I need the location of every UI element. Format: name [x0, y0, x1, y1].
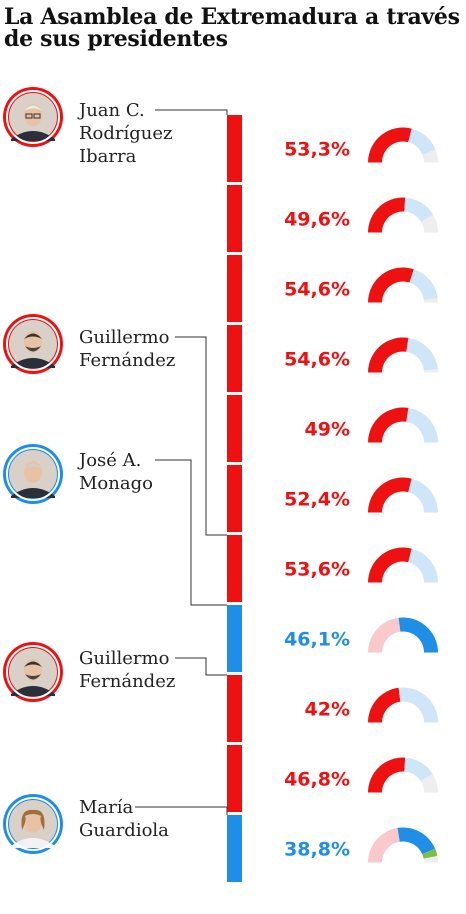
vote-percentage-label: 42% [305, 699, 350, 721]
president-name: Juan C. Rodríguez Ibarra [77, 100, 173, 167]
seats-gauge [368, 827, 438, 863]
term-bar [227, 535, 242, 602]
vote-percentage-label: 53,6% [284, 559, 350, 581]
gauge-psoe-segment [368, 827, 400, 863]
seats-gauge [368, 757, 438, 793]
gauge-psoe-segment [368, 687, 401, 723]
gauge-pp-segment [408, 478, 438, 513]
seats-gauge [368, 617, 438, 653]
gauge-psoe-segment [368, 267, 414, 303]
gauge-pp-segment [398, 617, 438, 653]
gauge-remaining-segment [421, 214, 438, 233]
gauge-pp-segment [408, 548, 438, 583]
vote-percentage-label: 49% [305, 419, 350, 441]
portrait-man-beard-icon [3, 642, 63, 702]
vote-percentage-label: 53,3% [284, 139, 350, 161]
gauge-pp-segment [406, 337, 438, 371]
gauge-remaining-segment [423, 855, 438, 863]
gauge-pp-segment [408, 128, 436, 155]
seats-gauge [368, 197, 438, 233]
president-name: María Guardiola [79, 797, 169, 841]
term-bar [227, 675, 242, 742]
president-connector-line [175, 657, 227, 676]
vote-percentage-label: 38,8% [284, 839, 350, 861]
term-bar [227, 115, 242, 182]
term-bar [227, 185, 242, 252]
gauge-pp-segment [398, 687, 438, 723]
president-connector-line [155, 459, 227, 606]
portrait-man-suit-icon [3, 444, 63, 504]
gauge-psoe-segment [368, 757, 406, 793]
portrait-man-glasses-icon [3, 87, 63, 147]
gauge-psoe-segment [368, 617, 401, 653]
gauge-pp-segment [397, 827, 436, 855]
portrait-woman-icon [3, 794, 63, 854]
gauge-psoe-segment [368, 337, 409, 373]
gauge-psoe-segment [368, 127, 412, 163]
term-bar [227, 395, 242, 462]
president-name: José A. Monago [77, 450, 153, 494]
gauge-psoe-segment [368, 477, 412, 513]
seats-gauge [368, 407, 438, 443]
term-bar [227, 255, 242, 322]
vote-percentage-label: 52,4% [284, 489, 350, 511]
term-bar [227, 325, 242, 392]
portrait-man-beard-icon [3, 314, 63, 374]
gauge-psoe-segment [368, 547, 412, 583]
president-connector-line [155, 109, 228, 115]
seats-gauge [368, 127, 438, 163]
gauge-remaining-segment [423, 298, 438, 303]
gauge-pp-segment [404, 197, 434, 222]
seats-gauge [368, 547, 438, 583]
chart-title: La Asamblea de Extremadura a través de s… [4, 4, 460, 52]
gauge-remaining-segment [423, 369, 438, 373]
vote-percentage-label: 46,1% [284, 629, 350, 651]
vote-percentage-label: 46,8% [284, 769, 350, 791]
vote-percentage-label: 54,6% [284, 279, 350, 301]
term-bar [227, 605, 242, 672]
vote-percentage-label: 54,6% [284, 349, 350, 371]
president-name: Guillermo Fernández [79, 648, 175, 692]
gauge-psoe-segment [368, 407, 409, 443]
president-connector-line [135, 806, 228, 815]
gauge-pp-segment [406, 407, 438, 443]
gauge-remaining-segment [422, 149, 438, 163]
term-bar [227, 465, 242, 532]
president-connector-line [175, 336, 227, 536]
seats-gauge [368, 267, 438, 303]
vote-percentage-label: 49,6% [284, 209, 350, 231]
seats-gauge [368, 337, 438, 373]
gauge-psoe-segment [368, 197, 406, 233]
seats-gauge [368, 687, 438, 723]
gauge-remaining-segment [420, 773, 438, 793]
gauge-other-party-segment [422, 848, 438, 859]
term-bar [227, 745, 242, 812]
term-bar [227, 815, 242, 882]
president-name: Guillermo Fernández [79, 327, 175, 371]
gauge-pp-segment [404, 757, 433, 782]
seats-gauge [368, 477, 438, 513]
gauge-pp-segment [409, 269, 438, 300]
